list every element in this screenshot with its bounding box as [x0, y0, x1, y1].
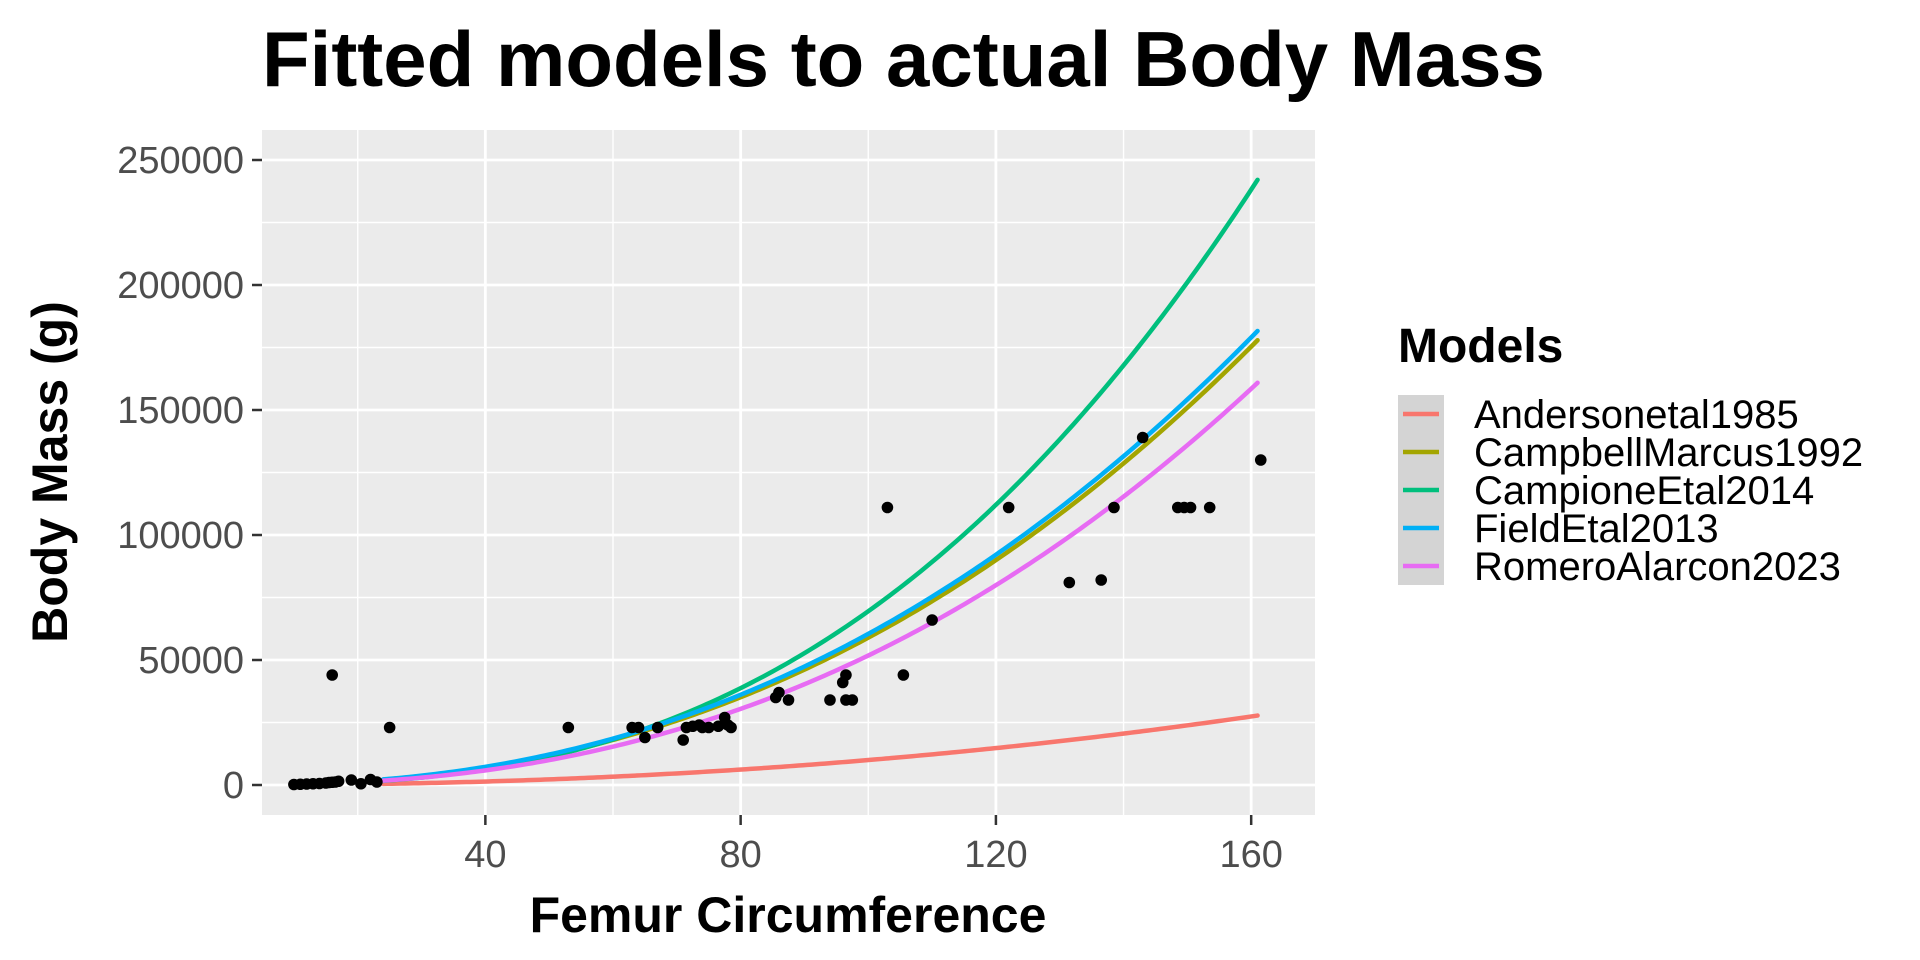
- data-points: [288, 431, 1267, 791]
- data-point: [639, 731, 651, 744]
- legend-label: FieldEtal2013: [1474, 507, 1719, 551]
- data-point: [562, 721, 575, 734]
- data-point: [677, 734, 689, 746]
- y-axis-title: Body Mass (g): [22, 301, 78, 643]
- data-point: [632, 721, 645, 734]
- data-point: [1136, 431, 1149, 444]
- x-axis-title: Femur Circumference: [530, 887, 1047, 943]
- data-point: [846, 694, 859, 706]
- data-point: [1063, 576, 1076, 589]
- data-point: [782, 694, 795, 706]
- legend-item: Andersonetal1985: [1403, 393, 1799, 437]
- legend-label: Andersonetal1985: [1474, 393, 1799, 437]
- data-point: [926, 614, 938, 626]
- y-tick-label: 250000: [117, 140, 244, 182]
- data-point: [651, 721, 664, 734]
- data-point: [1203, 501, 1216, 514]
- data-point: [773, 686, 785, 699]
- legend-item: CampioneEtal2014: [1403, 469, 1814, 513]
- x-tick-label: 80: [719, 834, 761, 876]
- y-tick-label: 50000: [138, 640, 244, 682]
- x-axis: 40 80 120 160: [464, 815, 1283, 876]
- data-point: [840, 669, 852, 681]
- x-tick-label: 40: [464, 834, 506, 876]
- data-point: [355, 777, 367, 790]
- data-point: [1095, 574, 1108, 586]
- curve-FieldEtal2013: [381, 328, 1260, 782]
- x-tick-label: 120: [964, 834, 1027, 876]
- legend-label: CampbellMarcus1992: [1474, 431, 1863, 475]
- legend-item: RomeroAlarcon2023: [1403, 545, 1841, 589]
- data-point: [1108, 501, 1120, 514]
- legend-item: FieldEtal2013: [1403, 507, 1719, 551]
- y-axis: 0 50000 100000 150000 200000 250000: [117, 140, 262, 807]
- data-point: [326, 669, 339, 681]
- chart-title: Fitted models to actual Body Mass: [262, 15, 1545, 103]
- data-point: [1002, 501, 1015, 514]
- curve-Andersonetal1985: [381, 713, 1260, 787]
- legend-label: CampioneEtal2014: [1474, 469, 1814, 513]
- legend-item: CampbellMarcus1992: [1403, 431, 1863, 475]
- data-point: [345, 774, 358, 786]
- data-point: [712, 720, 725, 733]
- data-point: [383, 721, 396, 734]
- data-point: [725, 721, 737, 734]
- legend-title: Models: [1398, 320, 1563, 373]
- curve-CampioneEtal2014: [381, 177, 1260, 784]
- data-point: [824, 694, 836, 706]
- data-point: [371, 776, 383, 788]
- data-point: [1254, 454, 1267, 466]
- legend: Models Andersonetal1985CampbellMarcus199…: [1398, 320, 1863, 589]
- y-tick-label: 150000: [117, 390, 244, 432]
- y-tick-label: 200000: [117, 265, 244, 307]
- data-point: [702, 721, 715, 734]
- data-point: [1184, 501, 1197, 514]
- data-point: [881, 501, 894, 514]
- x-tick-label: 160: [1219, 834, 1282, 876]
- data-point: [897, 669, 910, 681]
- y-tick-label: 100000: [117, 515, 244, 557]
- data-point: [332, 775, 345, 788]
- y-tick-label: 0: [223, 765, 244, 807]
- legend-label: RomeroAlarcon2023: [1474, 545, 1841, 589]
